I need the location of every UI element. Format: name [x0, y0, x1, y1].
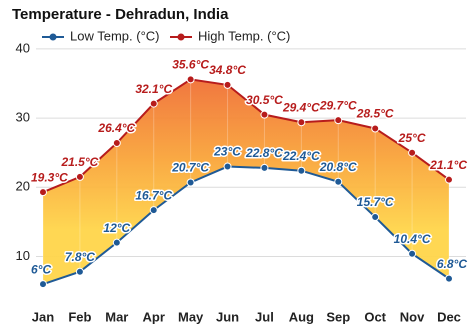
- data-label: 29.7°C: [319, 98, 357, 112]
- data-label: 10.4°C: [394, 232, 431, 246]
- legend: Low Temp. (°C) High Temp. (°C): [42, 28, 290, 43]
- data-point: [149, 99, 158, 108]
- data-label: 7.8°C: [65, 250, 95, 264]
- data-label: 23°C: [213, 145, 241, 159]
- x-tick-label: Nov: [400, 309, 425, 324]
- data-point: [149, 206, 158, 215]
- series-line: [42, 78, 450, 194]
- x-tick-label: Jun: [216, 309, 239, 324]
- data-label: 12°C: [103, 221, 130, 235]
- x-tick-label: Jul: [255, 309, 274, 324]
- data-point: [223, 80, 232, 89]
- y-tick-label: 40: [16, 40, 30, 55]
- x-tick-label: May: [178, 309, 204, 324]
- data-point: [371, 124, 380, 133]
- data-label: 25°C: [398, 131, 426, 145]
- data-label: 26.4°C: [97, 121, 135, 135]
- data-point: [223, 162, 232, 171]
- data-point: [445, 175, 453, 184]
- data-point: [334, 177, 343, 186]
- data-label: 30.5°C: [246, 93, 283, 107]
- data-label: 32.1°C: [135, 82, 172, 96]
- data-label: 6°C: [31, 262, 51, 276]
- data-point: [334, 116, 343, 125]
- y-tick-label: 10: [16, 248, 30, 263]
- data-point: [297, 166, 306, 175]
- y-tick-label: 20: [16, 179, 30, 194]
- data-point: [371, 213, 380, 222]
- series-line: [42, 165, 450, 286]
- data-label: 16.7°C: [135, 188, 172, 202]
- data-point: [112, 238, 121, 247]
- data-label: 34.8°C: [209, 63, 246, 77]
- x-tick-label: Sep: [326, 309, 350, 324]
- data-label: 15.7°C: [357, 195, 394, 209]
- chart-title: Temperature - Dehradun, India: [12, 6, 229, 23]
- data-point: [408, 148, 417, 157]
- plot: 6°C 7.8°C 12°C 16.7°C 20.7°C 23°C 22.8°C 22.4°C…: [30, 56, 469, 289]
- data-point: [186, 75, 195, 84]
- data-label: 29.4°C: [282, 100, 320, 114]
- x-tick-label: Jan: [32, 309, 54, 324]
- data-label: 6.8°C: [437, 257, 467, 271]
- range-fill: [43, 79, 449, 285]
- legend-marker: [49, 33, 57, 41]
- data-point: [75, 267, 84, 276]
- data-point: [112, 139, 121, 148]
- x-tick-label: Dec: [437, 309, 461, 324]
- data-label: 21.1°C: [429, 158, 467, 172]
- data-point: [297, 118, 306, 127]
- data-point: [408, 249, 417, 258]
- grid: 10 20 30 40 Jan Feb Mar Apr May Jun Jul Aug Sep Oct No…: [16, 40, 466, 324]
- legend-marker: [177, 33, 185, 41]
- x-tick-label: Apr: [143, 309, 165, 324]
- data-label: 28.5°C: [356, 107, 394, 121]
- legend-label: High Temp. (°C): [198, 28, 290, 43]
- data-label: 22.4°C: [282, 149, 320, 163]
- data-point: [445, 274, 453, 283]
- x-tick-label: Aug: [289, 309, 314, 324]
- x-tick-label: Oct: [364, 309, 386, 324]
- legend-label: Low Temp. (°C): [70, 28, 159, 43]
- data-point: [39, 280, 47, 289]
- data-label: 22.8°C: [245, 146, 283, 160]
- x-tick-label: Feb: [68, 309, 91, 324]
- data-label: 20.7°C: [171, 161, 209, 175]
- data-label: 19.3°C: [31, 170, 68, 184]
- data-point: [260, 110, 269, 119]
- data-point: [260, 163, 269, 172]
- x-tick-label: Mar: [105, 309, 128, 324]
- data-label: 21.5°C: [60, 155, 98, 169]
- data-label: 20.8°C: [319, 160, 357, 174]
- y-tick-label: 30: [16, 110, 30, 125]
- data-label: 35.6°C: [172, 58, 209, 72]
- data-point: [39, 188, 47, 197]
- data-point: [186, 178, 195, 187]
- data-point: [75, 172, 84, 181]
